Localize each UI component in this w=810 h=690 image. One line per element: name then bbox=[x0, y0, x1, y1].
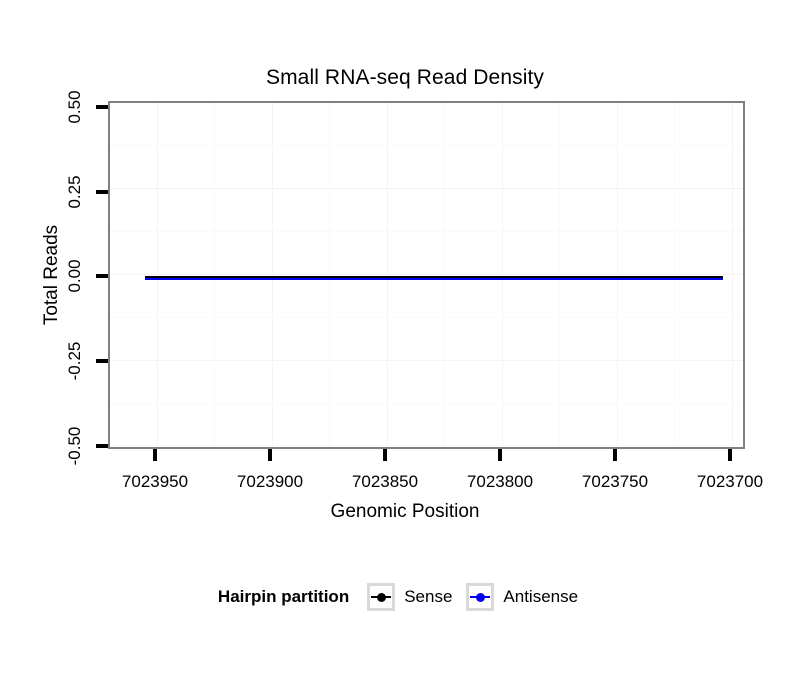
gridline-major-x bbox=[502, 103, 503, 447]
x-tick-label: 7023850 bbox=[351, 472, 419, 491]
series-line-antisense bbox=[145, 278, 723, 280]
gridline-minor-y bbox=[110, 317, 743, 318]
legend-label-sense: Sense bbox=[404, 587, 453, 606]
gridline-minor-y bbox=[110, 403, 743, 404]
x-tick-mark bbox=[383, 449, 387, 461]
x-tick-label: 7023800 bbox=[466, 472, 534, 491]
y-tick-mark bbox=[96, 105, 108, 109]
gridline-minor-x bbox=[674, 103, 675, 447]
legend-key-antisense-icon bbox=[466, 583, 495, 611]
gridline-minor-y bbox=[110, 231, 743, 232]
series-line-sense bbox=[145, 276, 723, 278]
x-tick-mark bbox=[613, 449, 617, 461]
y-tick-label: -0.50 bbox=[65, 426, 84, 466]
x-tick-mark bbox=[498, 449, 502, 461]
x-tick-label: 7023750 bbox=[581, 472, 649, 491]
x-tick-mark bbox=[268, 449, 272, 461]
gridline-major-x bbox=[732, 103, 733, 447]
gridline-minor-x bbox=[444, 103, 445, 447]
x-tick-label: 7023950 bbox=[121, 472, 189, 491]
y-tick-mark bbox=[96, 444, 108, 448]
gridline-major-x bbox=[157, 103, 158, 447]
y-tick-mark bbox=[96, 190, 108, 194]
legend-key-sense-icon bbox=[367, 583, 396, 611]
gridline-major-x bbox=[387, 103, 388, 447]
y-axis-title: Total Reads bbox=[41, 224, 62, 326]
x-tick-label: 7023700 bbox=[696, 472, 764, 491]
page-title: Small RNA-seq Read Density bbox=[265, 66, 545, 89]
gridline-major-x bbox=[272, 103, 273, 447]
gridline-major-y bbox=[110, 188, 743, 189]
gridline-minor-x bbox=[214, 103, 215, 447]
legend-entry-sense[interactable]: Sense bbox=[367, 583, 452, 611]
x-tick-mark bbox=[153, 449, 157, 461]
y-tick-label: 0.50 bbox=[65, 90, 84, 124]
gridline-minor-x bbox=[329, 103, 330, 447]
plot-panel bbox=[108, 101, 745, 449]
y-tick-label: 0.25 bbox=[65, 175, 84, 209]
legend-label-antisense: Antisense bbox=[503, 587, 579, 606]
y-tick-mark bbox=[96, 274, 108, 278]
y-tick-label: 0.00 bbox=[65, 259, 84, 293]
gridline-major-y bbox=[110, 360, 743, 361]
x-tick-label: 7023900 bbox=[236, 472, 304, 491]
legend-title: Hairpin partition bbox=[217, 587, 350, 606]
gridline-major-x bbox=[617, 103, 618, 447]
gridline-minor-y bbox=[110, 145, 743, 146]
gridline-minor-x bbox=[559, 103, 560, 447]
x-tick-mark bbox=[728, 449, 732, 461]
x-axis-title: Genomic Position bbox=[330, 501, 480, 522]
legend: Hairpin partition Sense Antisense bbox=[0, 583, 810, 611]
legend-entry-antisense[interactable]: Antisense bbox=[466, 583, 578, 611]
gridline-major-y bbox=[110, 274, 743, 275]
y-tick-label: -0.25 bbox=[65, 341, 84, 381]
y-tick-mark bbox=[96, 359, 108, 363]
